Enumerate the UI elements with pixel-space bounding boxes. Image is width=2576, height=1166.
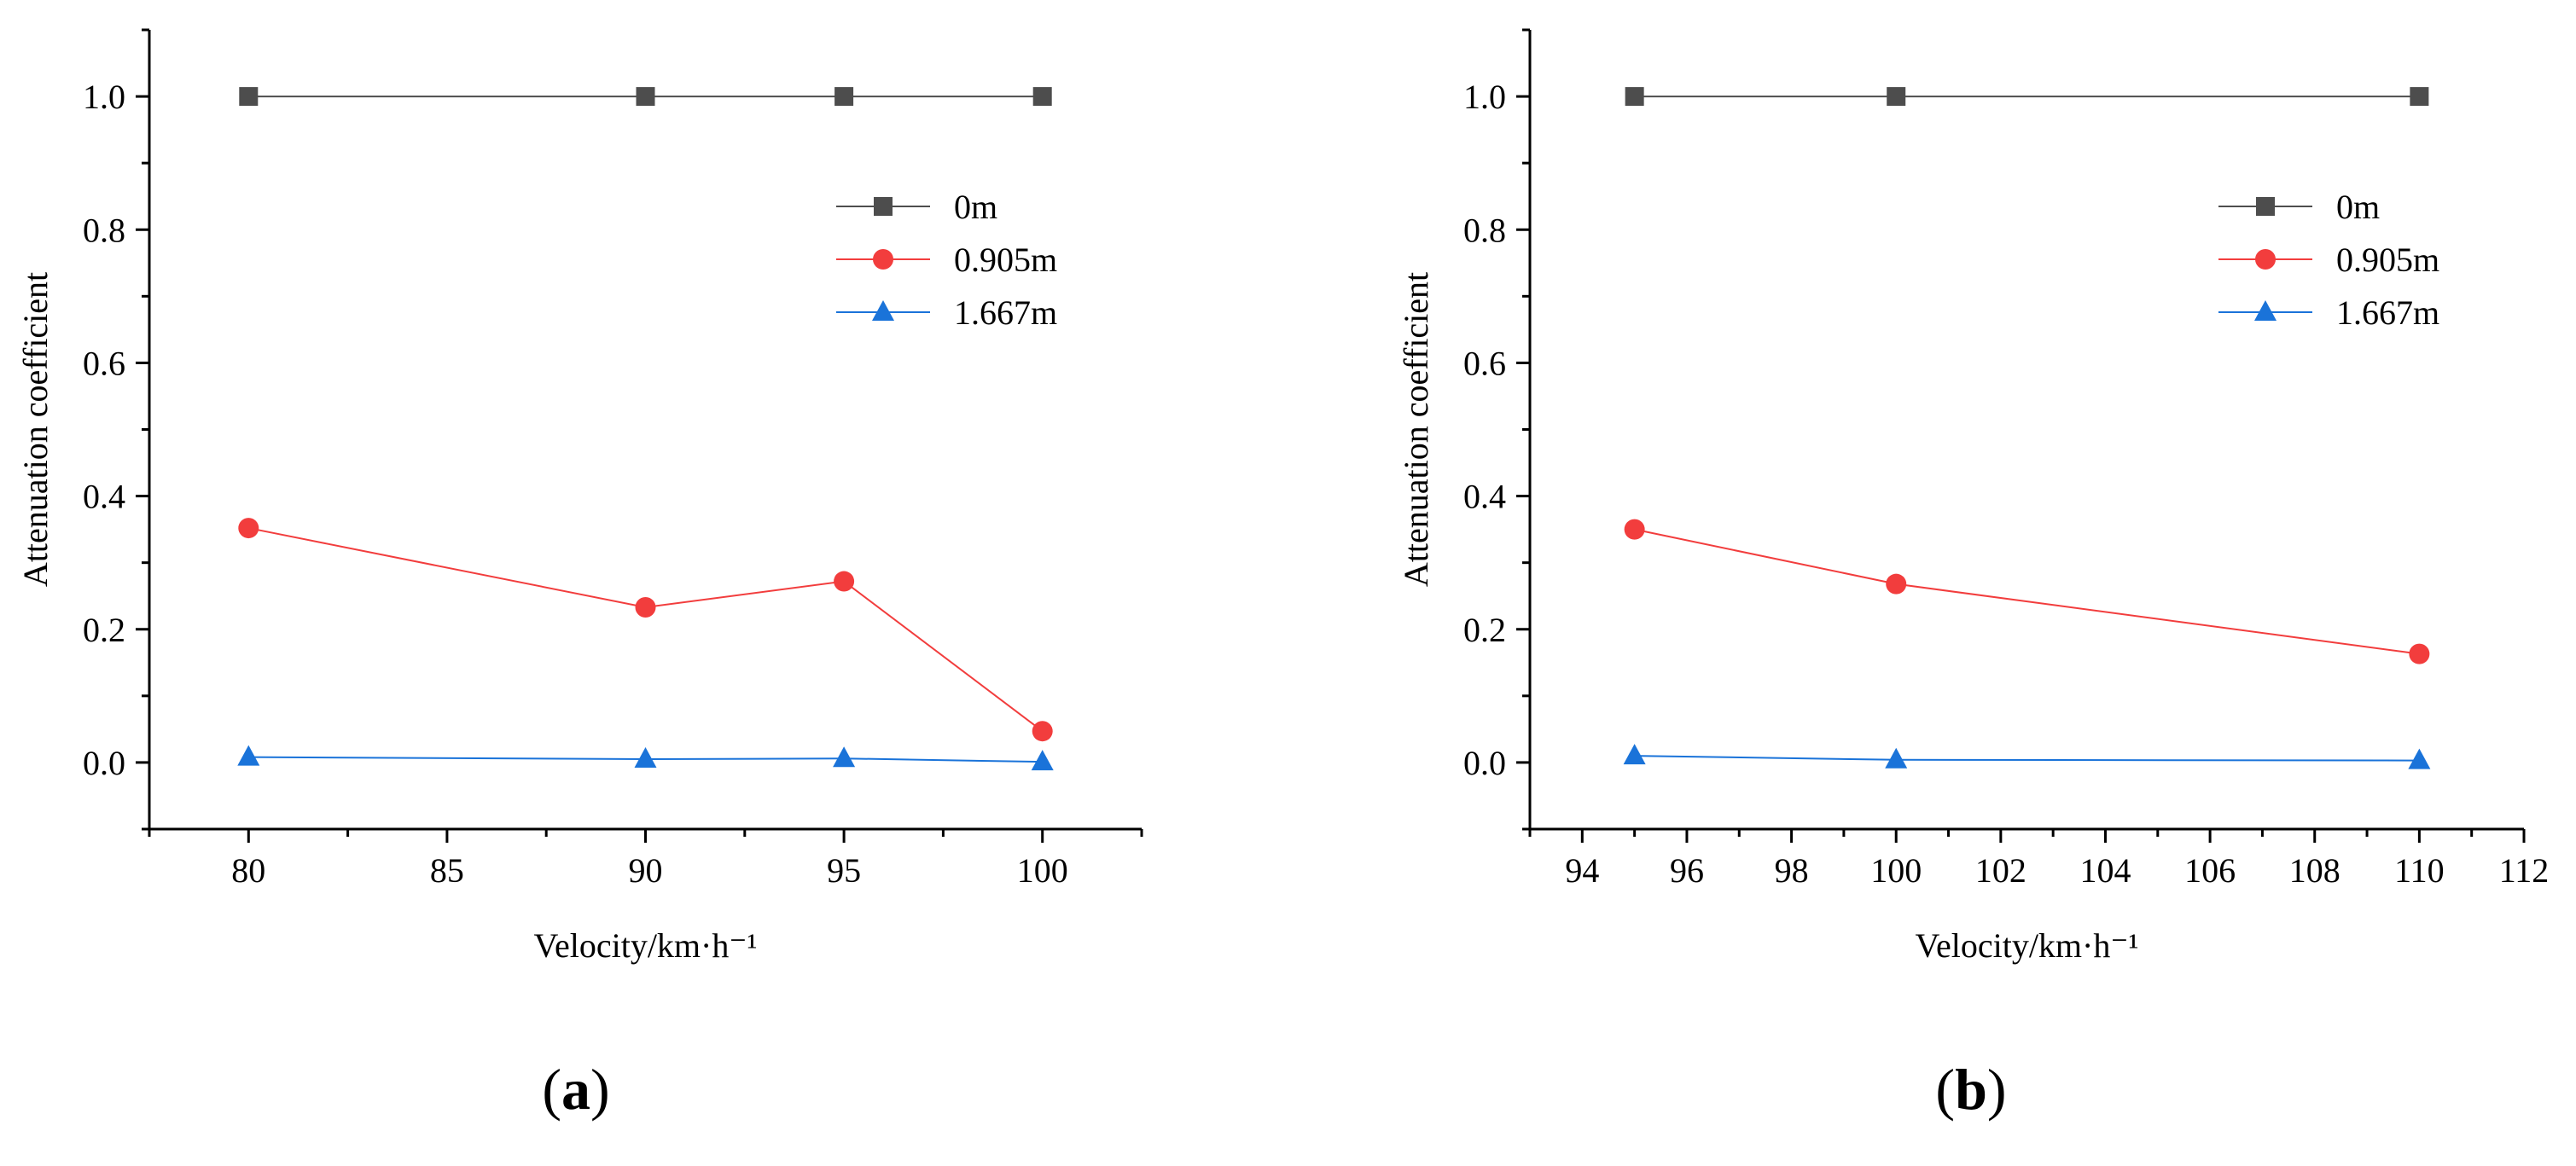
x-tick-label: 100 (1870, 851, 1922, 890)
series-line (248, 756, 1043, 763)
x-tick-label: 95 (827, 851, 861, 890)
y-tick-label: 1.0 (83, 78, 125, 116)
legend-marker (2256, 197, 2275, 216)
panel-label: (b) (1935, 1057, 2006, 1122)
series-line (248, 527, 1044, 733)
legend: 0m 0.905m 1.667m (2218, 188, 2439, 332)
y-tick-label: 0.6 (1463, 344, 1506, 382)
data-point (833, 746, 856, 768)
x-tick-label: 96 (1670, 851, 1704, 890)
legend-marker (874, 197, 893, 216)
data-point (1623, 744, 1646, 765)
x-tick-label: 90 (629, 851, 663, 890)
data-point (239, 87, 259, 107)
series-0.905m (238, 518, 1053, 742)
data-point (634, 747, 657, 769)
x-tick-label: 94 (1565, 851, 1599, 890)
data-point (636, 87, 655, 107)
legend-marker (873, 249, 893, 270)
data-point (834, 87, 854, 107)
data-point (2409, 643, 2430, 664)
data-point (238, 518, 259, 539)
series-0m (239, 87, 1052, 107)
series-line (1634, 755, 2420, 762)
series-line (1634, 528, 2420, 655)
legend-marker (2254, 300, 2277, 321)
legend-marker (2255, 249, 2276, 270)
series-0m (1625, 87, 2429, 107)
y-axis-title: Attenuation coefficient (16, 272, 55, 587)
legend-label: 0m (2336, 188, 2380, 226)
data-point (2410, 87, 2429, 107)
legend-label: 0m (954, 188, 997, 226)
y-tick-label: 0.0 (83, 744, 125, 782)
x-tick-label: 102 (1975, 851, 2026, 890)
data-point (1031, 750, 1054, 771)
data-point (1624, 519, 1645, 540)
x-tick-label: 112 (2499, 851, 2550, 890)
y-tick-label: 1.0 (1463, 78, 1506, 116)
data-point (1886, 573, 1907, 595)
y-tick-label: 0.2 (1463, 611, 1506, 649)
data-point (1885, 747, 1908, 769)
x-tick-label: 98 (1775, 851, 1809, 890)
legend-marker (872, 300, 894, 321)
data-point (1032, 87, 1052, 107)
y-tick-label: 0.2 (83, 611, 125, 649)
x-tick-label: 108 (2289, 851, 2340, 890)
x-tick-label: 80 (231, 851, 265, 890)
legend-label: 1.667m (2336, 293, 2439, 332)
y-tick-label: 0.8 (83, 211, 125, 249)
data-point (1887, 87, 1906, 107)
data-point (1032, 721, 1053, 742)
series-0.905m (1624, 519, 2430, 664)
y-tick-label: 0.4 (1463, 478, 1506, 516)
legend-label: 0.905m (2336, 241, 2439, 279)
y-axis-title: Attenuation coefficient (1397, 272, 1435, 587)
x-axis-title: Velocity/km·h⁻¹ (1916, 926, 2139, 965)
x-tick-label: 104 (2079, 851, 2131, 890)
y-tick-label: 0.8 (1463, 211, 1506, 249)
chart-panel-b: 0.0 0.2 0.4 0.6 0.8 1.0 94 96 98 100 102 104 106 108 1… (1397, 28, 2550, 1122)
x-tick-label: 85 (430, 851, 464, 890)
data-point (237, 745, 260, 766)
y-tick-label: 0.0 (1463, 744, 1506, 782)
data-point (834, 571, 855, 592)
series-1.667m (1623, 744, 2431, 769)
panel-label: (a) (542, 1057, 609, 1122)
series-1.667m (237, 745, 1054, 771)
y-tick-label: 0.4 (83, 478, 125, 516)
legend-label: 1.667m (954, 293, 1057, 332)
legend-label: 0.905m (954, 241, 1057, 279)
data-point (1625, 87, 1644, 107)
x-tick-label: 110 (2394, 851, 2445, 890)
x-tick-label: 106 (2184, 851, 2236, 890)
x-axis-title: Velocity/km·h⁻¹ (534, 926, 758, 965)
x-tick-label: 100 (1017, 851, 1068, 890)
y-tick-label: 0.6 (83, 344, 125, 382)
chart-panel-a: 0.0 0.2 0.4 0.6 0.8 1.0 80 85 90 95 100 Velocity/km… (16, 28, 1143, 1122)
data-point (635, 596, 656, 618)
legend: 0m 0.905m 1.667m (836, 188, 1057, 332)
data-point (2408, 748, 2431, 769)
